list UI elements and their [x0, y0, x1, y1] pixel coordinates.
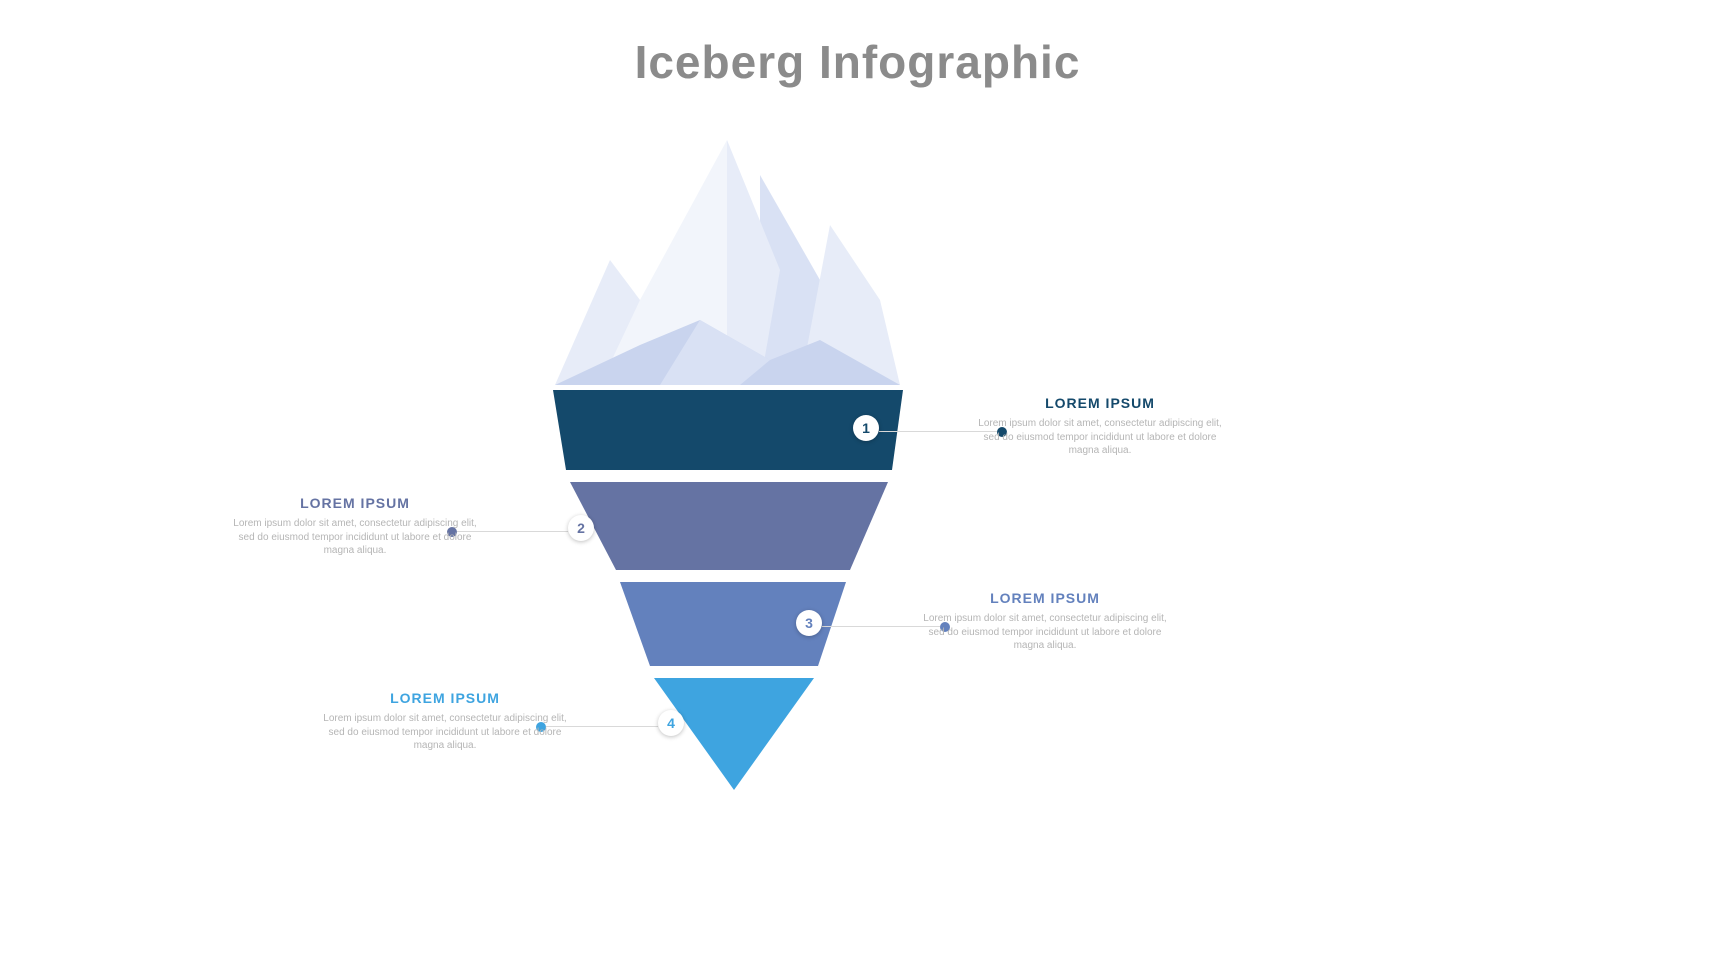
- infographic-stage: Iceberg Infographic 1LOREM IPSUMLorem ip…: [0, 0, 1715, 980]
- callout-heading-3: LOREM IPSUM: [915, 590, 1175, 606]
- callout-heading-2: LOREM IPSUM: [225, 495, 485, 511]
- layer-2: [570, 482, 888, 570]
- iceberg-layers: [553, 390, 903, 790]
- callout-body-1: Lorem ipsum dolor sit amet, consectetur …: [970, 417, 1230, 458]
- callout-heading-4: LOREM IPSUM: [315, 690, 575, 706]
- layer-badge-3: 3: [796, 610, 822, 636]
- callout-3: LOREM IPSUM Lorem ipsum dolor sit amet, c…: [915, 590, 1175, 653]
- layer-1: [553, 390, 903, 470]
- callout-1: LOREM IPSUM Lorem ipsum dolor sit amet, c…: [970, 395, 1230, 458]
- callout-body-2: Lorem ipsum dolor sit amet, consectetur …: [225, 517, 485, 558]
- callout-body-4: Lorem ipsum dolor sit amet, consectetur …: [315, 712, 575, 753]
- callout-4: LOREM IPSUM Lorem ipsum dolor sit amet, c…: [315, 690, 575, 753]
- callout-2: LOREM IPSUM Lorem ipsum dolor sit amet, c…: [225, 495, 485, 558]
- iceberg-illustration: [0, 0, 1715, 980]
- layer-4: [654, 678, 814, 790]
- iceberg-top: [555, 140, 900, 385]
- layer-badge-2: 2: [568, 515, 594, 541]
- callout-heading-1: LOREM IPSUM: [970, 395, 1230, 411]
- layer-badge-1: 1: [853, 415, 879, 441]
- callout-body-3: Lorem ipsum dolor sit amet, consectetur …: [915, 612, 1175, 653]
- layer-badge-4: 4: [658, 710, 684, 736]
